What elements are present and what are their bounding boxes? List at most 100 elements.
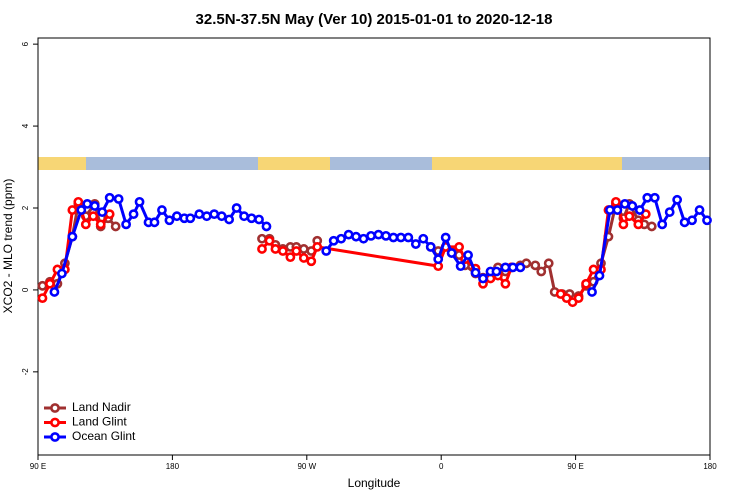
- data-point: [254, 214, 264, 225]
- data-point: [455, 261, 466, 272]
- data-point: [612, 205, 623, 215]
- data-point: [285, 252, 296, 263]
- data-point: [633, 219, 644, 230]
- data-point: [536, 266, 547, 277]
- data-point: [672, 194, 683, 205]
- data-point: [618, 219, 629, 230]
- y-tick-label: 0: [21, 287, 30, 292]
- data-point: [500, 278, 511, 289]
- data-point: [611, 196, 621, 207]
- x-tick-label: 90 E: [567, 462, 583, 471]
- data-point: [239, 211, 249, 222]
- data-point: [679, 217, 690, 228]
- data-point: [425, 242, 436, 252]
- data-point: [664, 207, 675, 217]
- x-tick-label: 0: [439, 462, 444, 471]
- data-point: [543, 258, 554, 269]
- data-point: [627, 201, 638, 211]
- data-point: [67, 231, 78, 242]
- data-point: [588, 264, 599, 275]
- data-point: [649, 192, 660, 203]
- data-point: [45, 278, 55, 289]
- data-point: [216, 211, 227, 222]
- legend-marker: [50, 403, 60, 413]
- data-point: [410, 239, 421, 249]
- data-point: [194, 209, 205, 220]
- data-point: [515, 262, 526, 273]
- data-point: [231, 203, 242, 213]
- data-point: [67, 205, 78, 215]
- data-point: [49, 287, 60, 297]
- data-point: [171, 211, 182, 222]
- data-point: [121, 219, 132, 230]
- data-point: [500, 262, 511, 273]
- data-point: [246, 213, 257, 224]
- data-point: [687, 215, 697, 226]
- x-axis-label: Longitude: [348, 476, 401, 490]
- data-point: [73, 196, 84, 207]
- data-point: [306, 256, 317, 267]
- data-point: [264, 235, 275, 246]
- data-point: [201, 211, 212, 222]
- data-point: [134, 196, 145, 207]
- data-point: [388, 232, 399, 243]
- data-point: [95, 219, 106, 230]
- data-point: [478, 273, 488, 284]
- data-point: [581, 278, 591, 289]
- data-point: [97, 207, 108, 217]
- data-point: [104, 192, 115, 203]
- data-point: [298, 244, 309, 254]
- data-point: [270, 244, 281, 254]
- y-tick-label: 6: [21, 41, 30, 46]
- data-point: [507, 262, 518, 273]
- legend-label: Ocean Glint: [72, 429, 136, 443]
- data-point: [463, 250, 473, 261]
- data-point: [37, 293, 48, 304]
- data-point: [594, 270, 605, 281]
- data-point: [149, 217, 160, 228]
- data-point: [321, 246, 332, 256]
- data-point: [381, 230, 391, 241]
- data-point: [209, 209, 220, 220]
- data-point: [56, 268, 67, 279]
- x-tick-label: 180: [703, 462, 717, 471]
- data-point: [257, 244, 267, 254]
- data-point: [278, 246, 288, 256]
- data-point: [76, 205, 87, 215]
- data-point: [104, 209, 115, 220]
- data-point: [624, 211, 635, 222]
- data-point: [433, 254, 444, 265]
- data-point: [358, 233, 369, 244]
- data-point: [619, 198, 630, 209]
- chart-title: 32.5N-37.5N May (Ver 10) 2015-01-01 to 2…: [196, 11, 553, 28]
- data-point: [657, 219, 668, 230]
- data-point: [470, 267, 481, 278]
- data-point: [328, 235, 339, 246]
- data-point: [257, 233, 267, 244]
- land-band: [258, 157, 330, 170]
- y-axis-label: XCO2 - MLO trend (ppm): [1, 179, 15, 314]
- data-point: [82, 198, 93, 209]
- data-point: [440, 232, 451, 243]
- data-point: [702, 215, 712, 226]
- land-band: [38, 157, 86, 170]
- data-point: [157, 205, 167, 215]
- data-point: [261, 221, 272, 232]
- data-point: [80, 219, 91, 230]
- data-point: [291, 246, 302, 256]
- y-tick-label: -2: [21, 368, 30, 376]
- data-point: [395, 232, 406, 243]
- data-point: [336, 233, 347, 244]
- data-point: [491, 266, 502, 277]
- data-point: [88, 211, 99, 222]
- data-point: [530, 260, 541, 271]
- data-point: [343, 229, 354, 240]
- x-tick-label: 90 E: [30, 462, 46, 471]
- surface-strip: [38, 157, 710, 170]
- data-point: [605, 205, 615, 215]
- legend-marker: [50, 432, 60, 442]
- data-point: [185, 213, 196, 224]
- data-point: [224, 214, 235, 225]
- data-point: [89, 201, 100, 211]
